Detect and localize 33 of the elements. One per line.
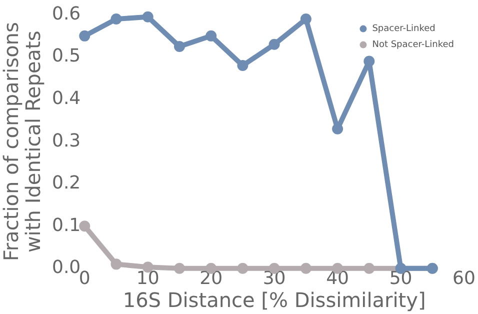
x-tick-label: 40 [326, 268, 349, 289]
point [174, 262, 185, 274]
point [300, 262, 312, 274]
point [300, 14, 312, 25]
point [79, 30, 90, 42]
y-tick-label: 0.0 [52, 257, 81, 278]
y-tick-label: 0.1 [52, 214, 81, 236]
point [174, 41, 185, 52]
y-tick-label: 0.2 [52, 172, 81, 194]
point [142, 11, 154, 22]
x-tick-label: 10 [136, 268, 160, 289]
point [110, 14, 122, 25]
y-tick-label: 0.3 [52, 130, 81, 152]
x-tick-label: 0 [78, 268, 90, 289]
point [79, 220, 90, 232]
y-tick-label: 0.6 [52, 3, 81, 24]
point [268, 38, 280, 50]
x-tick-label: 60 [452, 268, 476, 289]
point [110, 258, 122, 270]
x-axis-title: 16S Distance [% Dissimilarity] [122, 288, 426, 312]
point [237, 60, 248, 72]
point [237, 262, 248, 274]
point [364, 56, 375, 67]
x-tick-label: 30 [262, 268, 286, 289]
legend-label: Not Spacer-Linked [372, 40, 454, 50]
x-tick-label: 20 [200, 268, 223, 289]
point [364, 262, 375, 274]
legend-label: Spacer-Linked [372, 24, 436, 34]
y-tick-label: 0.5 [52, 46, 81, 67]
y-axis-title: Fraction of comparisons with Identical Repeats [0, 22, 46, 262]
point [206, 30, 217, 42]
y-tick-label: 0.4 [52, 88, 81, 110]
point [332, 123, 344, 134]
